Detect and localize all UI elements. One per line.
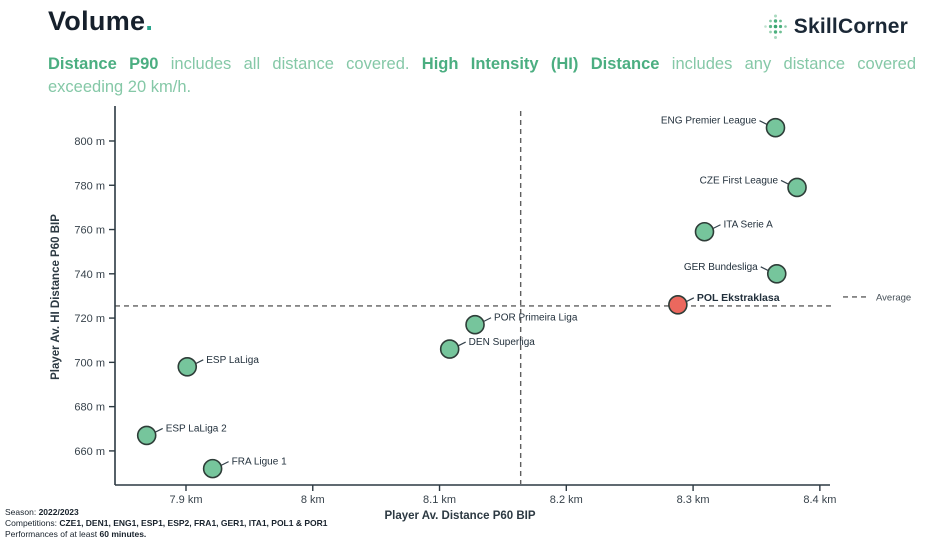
data-point-cze-first-league: [787, 177, 807, 198]
data-point-esp-laliga: [177, 356, 198, 377]
description-term-distance-p90: Distance P90: [48, 55, 159, 73]
point-connector: [685, 297, 695, 303]
y-tick-label: 700 m: [74, 357, 105, 369]
chart-description: Distance P90 includes all distance cover…: [48, 53, 916, 100]
y-tick-label: 720 m: [74, 313, 105, 325]
footnote-season: Season: 2022/2023: [5, 507, 79, 517]
point-connector: [482, 317, 492, 323]
x-tick-label: 8.4 km: [803, 494, 836, 506]
data-point-esp-laliga-2: [136, 425, 157, 446]
point-connector: [712, 224, 721, 230]
page-title-text: Volume: [48, 6, 146, 36]
footnote-performances: Performances of at least 60 minutes.: [5, 529, 147, 540]
description-text: includes all distance covered.: [158, 55, 422, 73]
data-point-ita-serie-a: [694, 221, 715, 242]
footnote-competitions: Competitions: CZE1, DEN1, ENG1, ESP1, ES…: [5, 518, 328, 529]
skillcorner-logo: SkillCorner: [762, 13, 908, 41]
data-point-label-por-primeira-liga: POR Primeira Liga: [494, 313, 578, 324]
y-tick-label: 680 m: [74, 402, 105, 414]
data-point-label-den-superliga: DEN Superliga: [469, 337, 536, 348]
data-point-label-esp-laliga-2: ESP LaLiga 2: [166, 423, 227, 434]
data-point-label-pol-ekstraklasa: POL Ekstraklasa: [697, 292, 780, 304]
data-point-label-cze-first-league: CZE First League: [700, 175, 779, 186]
x-tick-label: 8 km: [301, 494, 325, 506]
y-tick-label: 660 m: [74, 446, 105, 458]
y-tick-label: 780 m: [74, 180, 105, 192]
data-point-label-esp-laliga: ESP LaLiga: [206, 355, 259, 366]
data-point-label-ger-bundesliga: GER Bundesliga: [684, 262, 758, 273]
data-point-den-superliga: [439, 339, 460, 359]
description-term-hi-distance: High Intensity (HI) Distance: [421, 55, 660, 73]
data-point-fra-ligue-1: [202, 458, 223, 479]
average-legend-label: Average: [876, 292, 911, 303]
x-tick-label: 8.3 km: [677, 494, 710, 506]
y-tick-label: 740 m: [74, 269, 105, 281]
data-point-label-ita-serie-a: ITA Serie A: [723, 220, 773, 231]
point-connector: [220, 461, 229, 467]
x-tick-label: 8.1 km: [423, 494, 456, 506]
page-title: Volume.: [48, 6, 153, 37]
skillcorner-logo-text: SkillCorner: [793, 15, 908, 38]
point-connector: [154, 427, 163, 433]
y-axis-title: Player Av. HI Distance P60 BIP: [50, 214, 62, 380]
x-tick-label: 8.2 km: [550, 494, 583, 506]
y-tick-label: 800 m: [74, 136, 105, 148]
point-connector: [759, 120, 768, 126]
x-axis-title: Player Av. Distance P60 BIP: [384, 510, 536, 522]
data-point-eng-premier-league: [765, 117, 786, 138]
skillcorner-logo-icon: [763, 14, 787, 39]
point-connector: [194, 359, 204, 365]
page-title-accent-dot: .: [145, 6, 154, 36]
point-connector: [780, 179, 790, 186]
point-connector: [457, 341, 466, 347]
data-point-label-eng-premier-league: ENG Premier League: [661, 116, 757, 127]
data-point-label-fra-ligue-1: FRA Ligue 1: [232, 457, 287, 468]
chart-description-line1: Distance P90 includes all distance cover…: [48, 53, 916, 76]
data-point-por-primeira-liga: [465, 314, 485, 335]
x-tick-label: 7.9 km: [169, 494, 202, 506]
point-connector: [760, 266, 770, 272]
chart-description-line2: exceeding 20 km/h.: [48, 78, 192, 97]
description-text: includes any distance covered: [659, 55, 917, 73]
footnote: Season: 2022/2023 Competitions: CZE1, DE…: [5, 507, 328, 541]
data-point-ger-bundesliga: [766, 264, 787, 284]
data-point-pol-ekstraklasa: [668, 295, 688, 315]
y-tick-label: 760 m: [74, 225, 105, 237]
